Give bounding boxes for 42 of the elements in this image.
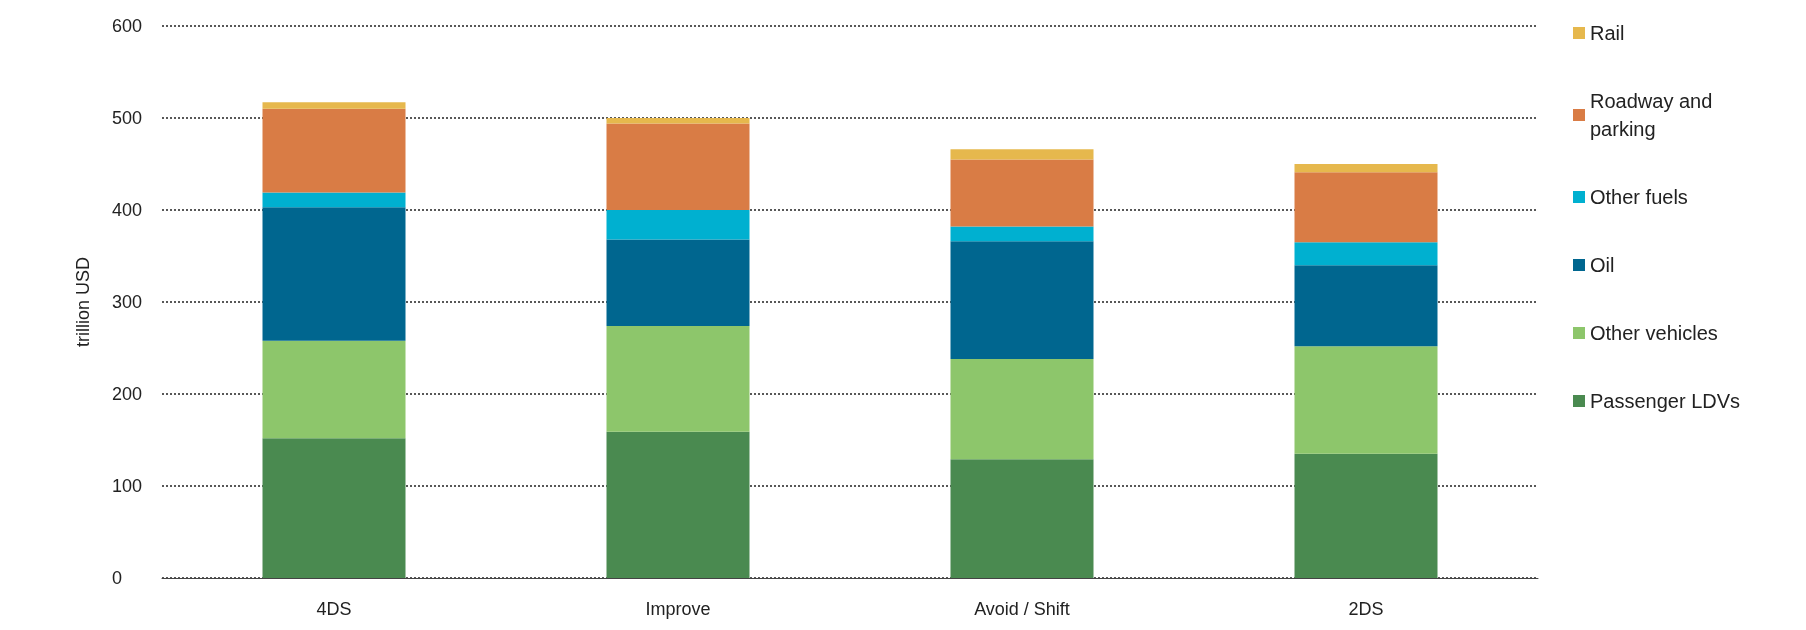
- bar: [1294, 346, 1438, 454]
- bar: [606, 325, 750, 432]
- y-tick-label: 400: [112, 200, 143, 220]
- bar: [1294, 242, 1438, 266]
- x-tick-label: Improve: [645, 599, 711, 619]
- bar: [262, 192, 406, 208]
- bar: [1294, 265, 1438, 347]
- bar: [1294, 164, 1438, 173]
- bar: [262, 207, 406, 341]
- legend-label: Roadway and parking: [1590, 90, 1718, 140]
- y-axis-title: trillion USD: [73, 256, 93, 348]
- bar: [950, 359, 1094, 460]
- bar: [1294, 453, 1438, 578]
- bar: [262, 438, 406, 578]
- x-tick-label: 4DS: [316, 599, 352, 619]
- y-tick-label: 100: [112, 476, 143, 496]
- bar: [262, 102, 406, 109]
- bar: [950, 149, 1094, 160]
- bar: [606, 431, 750, 578]
- bar: [950, 241, 1094, 360]
- bar: [606, 118, 750, 124]
- y-tick-label: 500: [112, 108, 143, 128]
- bar: [606, 210, 750, 240]
- bar: [950, 159, 1094, 227]
- legend-label: Other vehicles: [1590, 322, 1718, 344]
- bar: [950, 226, 1094, 242]
- bar: [606, 123, 750, 210]
- legend-label: Rail: [1590, 22, 1625, 44]
- y-tick-label: 600: [112, 16, 143, 36]
- bar: [1294, 172, 1438, 243]
- x-tick-label: Avoid / Shift: [974, 599, 1070, 619]
- bar: [950, 459, 1094, 578]
- legend-label: Oil: [1590, 254, 1615, 276]
- bar: [262, 340, 406, 439]
- y-tick-label: 0: [112, 568, 123, 588]
- bar: [262, 108, 406, 193]
- legend-label: Other fuels: [1590, 186, 1688, 208]
- y-tick-label: 200: [112, 384, 143, 404]
- bar: [606, 239, 750, 326]
- legend-label: Passenger LDVs: [1590, 390, 1741, 412]
- x-tick-label: 2DS: [1348, 599, 1384, 619]
- y-tick-label: 300: [112, 292, 143, 312]
